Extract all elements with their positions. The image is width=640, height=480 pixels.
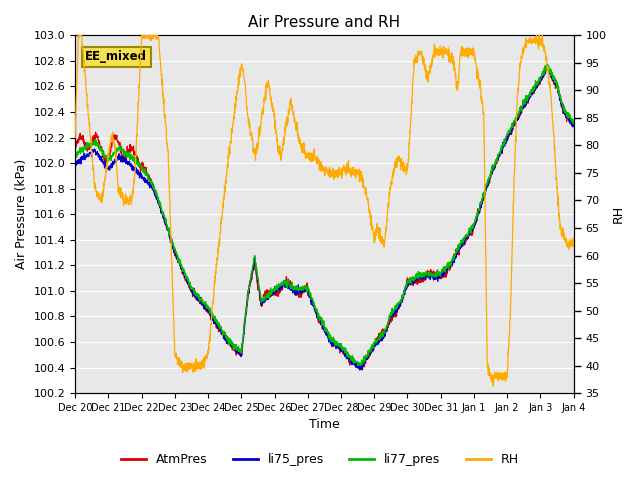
Legend: AtmPres, li75_pres, li77_pres, RH: AtmPres, li75_pres, li77_pres, RH [116, 448, 524, 471]
Text: EE_mixed: EE_mixed [85, 50, 147, 63]
Y-axis label: RH: RH [612, 205, 625, 223]
X-axis label: Time: Time [309, 419, 340, 432]
Title: Air Pressure and RH: Air Pressure and RH [248, 15, 401, 30]
Y-axis label: Air Pressure (kPa): Air Pressure (kPa) [15, 159, 28, 269]
